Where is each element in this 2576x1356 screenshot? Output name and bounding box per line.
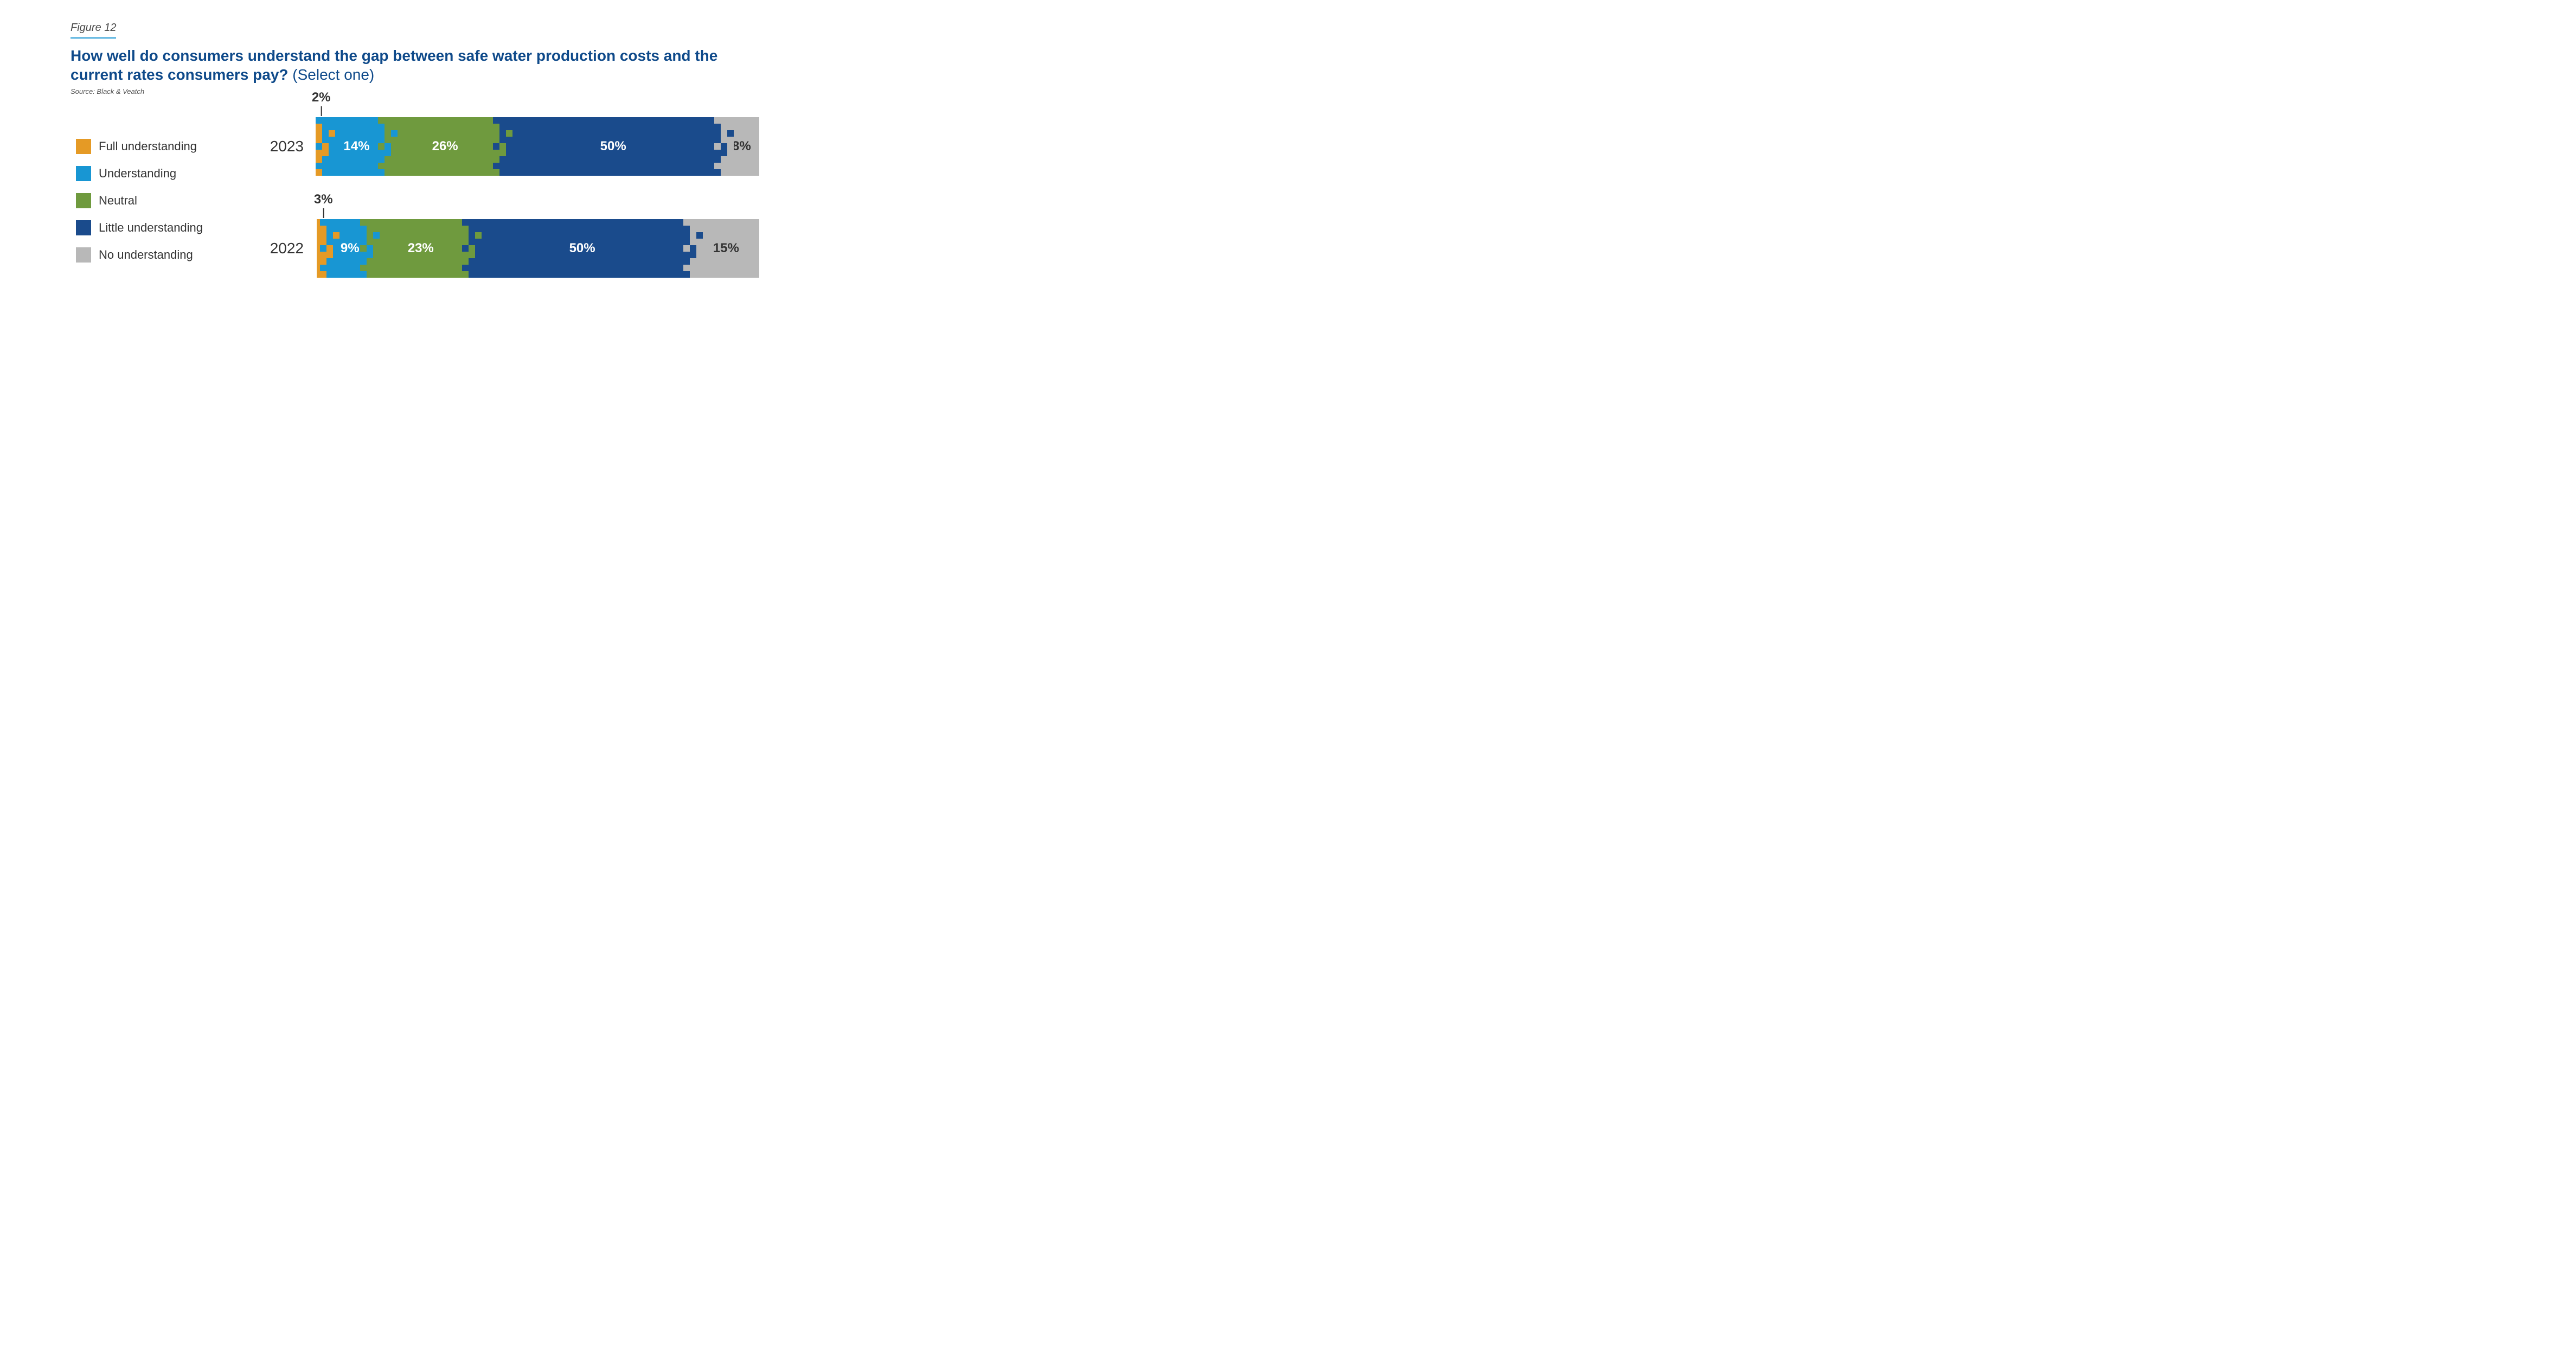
legend-label: Full understanding <box>99 139 197 153</box>
bar-wrap: 2%14%26%50%8% <box>317 117 759 176</box>
bar-segment-neutral: 26% <box>388 117 503 176</box>
segment-value-label: 8% <box>732 139 751 154</box>
segment-callout: 3% <box>314 192 333 218</box>
chart-area: 20232%14%26%50%8%20223%9%23%50%15% <box>244 117 759 321</box>
legend-item: Understanding <box>76 166 244 181</box>
legend-swatch <box>76 139 91 154</box>
legend-item: No understanding <box>76 247 244 263</box>
legend-swatch <box>76 247 91 263</box>
legend-item: Little understanding <box>76 220 244 235</box>
bar-segment-little: 50% <box>472 219 693 278</box>
bar-segment-understanding: 14% <box>325 117 387 176</box>
bar-segment-neutral: 23% <box>370 219 472 278</box>
segment-value-label: 50% <box>600 139 626 154</box>
legend-label: No understanding <box>99 248 193 262</box>
bar-row: 20232%14%26%50%8% <box>244 117 759 176</box>
bar-segment-none: 15% <box>693 219 759 278</box>
segment-value-label: 50% <box>569 241 595 256</box>
segment-callout: 2% <box>312 90 331 116</box>
content-row: Full understanding Understanding Neutral Li… <box>71 117 759 321</box>
title-underline <box>71 37 116 39</box>
bar-row: 20223%9%23%50%15% <box>244 219 759 278</box>
stacked-bar: 9% 23% 50% 15% <box>317 219 759 278</box>
segment-value-label: 14% <box>343 139 369 154</box>
legend: Full understanding Understanding Neutral Li… <box>71 117 244 274</box>
legend-swatch <box>76 193 91 208</box>
bar-year-label: 2022 <box>244 240 317 257</box>
legend-label: Little understanding <box>99 221 203 235</box>
legend-label: Neutral <box>99 194 137 208</box>
legend-item: Full understanding <box>76 139 244 154</box>
title-main: How well do consumers understand the gap… <box>71 47 717 83</box>
callout-tick <box>321 106 322 116</box>
callout-tick <box>323 208 324 218</box>
segment-value-label: 15% <box>713 241 739 256</box>
legend-swatch <box>76 166 91 181</box>
legend-label: Understanding <box>99 167 176 181</box>
segment-value-label: 2% <box>312 90 331 105</box>
bar-year-label: 2023 <box>244 138 317 155</box>
legend-swatch <box>76 220 91 235</box>
chart-title: How well do consumers understand the gap… <box>71 46 759 84</box>
legend-item: Neutral <box>76 193 244 208</box>
bar-segment-full <box>317 219 330 278</box>
bar-segment-little: 50% <box>503 117 724 176</box>
segment-value-label: 26% <box>432 139 458 154</box>
title-sub: (Select one) <box>289 66 375 83</box>
bar-wrap: 3%9%23%50%15% <box>317 219 759 278</box>
bar-segment-none: 8% <box>724 117 759 176</box>
segment-value-label: 9% <box>341 241 360 256</box>
bar-segment-understanding: 9% <box>330 219 369 278</box>
figure-container: Figure 12 How well do consumers understa… <box>0 0 813 428</box>
source-line: Source: Black & Veatch <box>71 87 759 95</box>
segment-value-label: 23% <box>408 241 434 256</box>
bar-segment-full <box>317 117 325 176</box>
stacked-bar: 14% 26% 50% 8% <box>317 117 759 176</box>
segment-value-label: 3% <box>314 192 333 207</box>
figure-number: Figure 12 <box>71 22 759 34</box>
